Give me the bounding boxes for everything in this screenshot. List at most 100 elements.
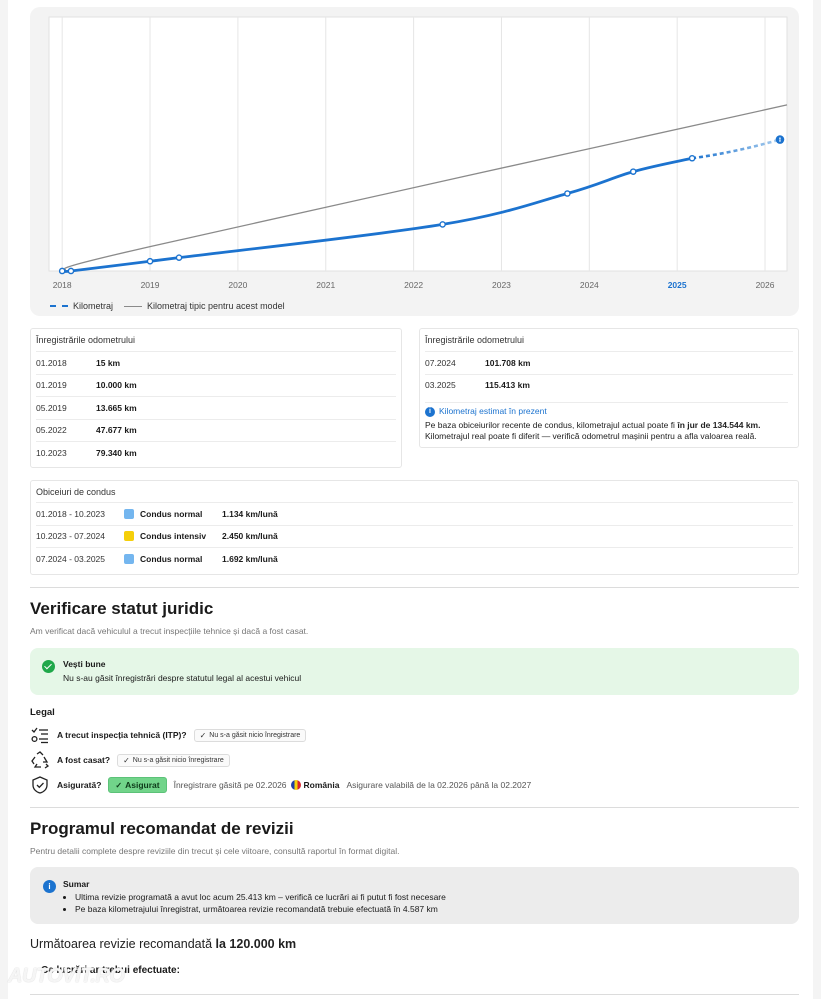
mileage-point	[146, 257, 154, 265]
legend-item-typical: Kilometraj tipic pentru acest model	[124, 301, 285, 311]
x-tick-label: 2018	[53, 280, 72, 290]
odometer-km: 79.340 km	[96, 447, 137, 458]
estimated-mileage-note: i Kilometraj estimat în prezent Pe baza …	[425, 402, 788, 442]
driving-habits-title: Obiceiuri de condus	[36, 487, 116, 497]
insured-question: Asigurată?	[57, 780, 102, 790]
odometer-row: 05.2019 13.665 km	[36, 396, 396, 419]
habit-rate: 2.450 km/lună	[222, 531, 278, 542]
estimated-mileage-link[interactable]: i Kilometraj estimat în prezent	[425, 406, 788, 417]
habit-period: 10.2023 - 07.2024	[36, 531, 106, 542]
insured-status-label: Asigurat	[125, 780, 160, 790]
mileage-chart: 2018 2019 2020 2021 2022 2023 2024 2025 2026	[48, 16, 788, 290]
odometer-date: 10.2023	[36, 447, 67, 458]
odometer-row: 03.2025 115.413 km	[425, 373, 793, 397]
odometer-km: 115.413 km	[485, 380, 530, 391]
habit-type: Condus normal	[140, 553, 203, 564]
mileage-point	[58, 267, 66, 275]
chart-legend: Kilometraj Kilometraj tipic pentru acest…	[50, 299, 296, 313]
habit-period: 07.2024 - 03.2025	[36, 553, 106, 564]
x-tick-label: 2020	[228, 280, 247, 290]
odometer-records-card-left: Înregistrările odometrului 01.2018 15 km …	[30, 328, 402, 468]
estimated-point-info-dot	[779, 137, 781, 139]
service-heading: Programul recomandat de revizii	[30, 819, 294, 838]
odometer-row: 05.2022 47.677 km	[36, 418, 396, 442]
scrapped-row: A fost casat? ✓ Nu s-a găsit nicio înregi…	[30, 750, 230, 770]
odometer-km: 101.708 km	[485, 357, 531, 368]
good-news-title: Vești bune	[63, 659, 106, 669]
watermark-logo: AUTOVIT.RO	[8, 965, 125, 987]
legal-status-subtitle: Am verificat dacă vehiculul a trecut ins…	[30, 626, 309, 636]
shield-check-icon	[30, 775, 50, 795]
habit-period: 01.2018 - 10.2023	[36, 508, 106, 519]
section-divider	[30, 587, 799, 588]
itp-status-chip: ✓ Nu s-a găsit nicio înregistrare	[193, 728, 307, 742]
mileage-point	[439, 221, 446, 228]
good-news-banner: Vești bune Nu s-au găsit înregistrări de…	[30, 648, 799, 695]
odometer-card-title: Înregistrările odometrului	[36, 335, 136, 345]
odometer-km: 15 km	[96, 357, 121, 368]
mileage-point	[564, 190, 571, 197]
odometer-date: 01.2018	[36, 357, 67, 368]
legal-label: Legal	[30, 707, 55, 718]
scrapped-status-label: Nu s-a găsit nicio înregistrare	[132, 756, 224, 764]
odometer-rows-right: 07.2024 101.708 km 03.2025 115.413 km	[425, 351, 793, 396]
summary-item: Pe baza kilometrajului înregistrat, urmă…	[75, 904, 446, 916]
legend-item-mileage: Kilometraj	[50, 301, 113, 311]
habit-type: Condus normal	[140, 508, 203, 519]
itp-question: A trecut inspecția tehnică (ITP)?	[57, 730, 187, 740]
odometer-row: 01.2019 10.000 km	[36, 373, 396, 397]
estimated-point-info-bar	[779, 139, 781, 142]
estimated-mileage-text: Pe baza obiceiurilor recente de condus, …	[425, 420, 788, 442]
x-tick-label: 2021	[316, 280, 335, 290]
section-divider	[30, 807, 799, 808]
summary-list: Ultima revizie programată a avut loc acu…	[75, 892, 446, 915]
service-summary-box: i Sumar Ultima revizie programată a avut…	[30, 867, 799, 924]
habit-rate: 1.692 km/lună	[222, 553, 278, 564]
odometer-date: 03.2025	[425, 380, 456, 391]
odometer-card-title: Înregistrările odometrului	[425, 335, 525, 345]
plot-area	[48, 16, 788, 272]
driving-habits-card: Obiceiuri de condus 01.2018 - 10.2023 Co…	[30, 480, 799, 575]
odometer-row: 07.2024 101.708 km	[425, 351, 793, 374]
recycle-icon	[30, 750, 50, 770]
itp-status-label: Nu s-a găsit nicio înregistrare	[209, 731, 301, 739]
works-title: Ce lucrări ar trebui efectuate:	[41, 965, 180, 976]
odometer-row: 10.2023 79.340 km	[36, 441, 396, 464]
insurance-found-date: Înregistrare găsită pe 02.2026	[173, 780, 287, 790]
x-tick-label: 2025	[668, 280, 687, 290]
estimated-mileage-line	[691, 138, 781, 160]
scrapped-question: A fost casat?	[57, 755, 111, 765]
summary-item: Ultima revizie programată a avut loc acu…	[75, 892, 446, 904]
odometer-date: 05.2022	[36, 425, 67, 436]
romania-flag-icon	[290, 780, 301, 790]
x-tick-label: 2019	[141, 280, 160, 290]
insured-row: Asigurată? ✓ Asigurat Înregistrare găsită…	[30, 775, 531, 795]
good-news-text: Nu s-au găsit înregistrări despre statut…	[63, 673, 302, 683]
check-circle-icon	[42, 660, 55, 673]
info-icon: i	[43, 880, 56, 893]
estimate-value: în jur de 134.544 km.	[677, 420, 761, 430]
habit-row: 10.2023 - 07.2024 Condus intensiv 2.450 …	[36, 524, 793, 548]
estimate-text-part2: Kilometrajul real poate fi diferit — ver…	[425, 431, 757, 441]
x-tick-label: 2022	[404, 280, 423, 290]
habit-color-marker	[124, 553, 134, 564]
info-icon: i	[425, 406, 435, 417]
odometer-rows-left: 01.2018 15 km 01.2019 10.000 km 05.2019 13.…	[36, 351, 396, 464]
odometer-row: 01.2018 15 km	[36, 351, 396, 374]
typical-mileage-line	[62, 104, 788, 272]
odometer-date: 01.2019	[36, 380, 67, 391]
mileage-point	[629, 168, 637, 175]
section-divider	[30, 994, 799, 995]
legend-label-mileage: Kilometraj	[73, 301, 114, 311]
x-tick-label: 2024	[580, 280, 599, 290]
legend-swatch-typical	[124, 302, 143, 310]
mileage-point	[688, 154, 696, 162]
insurance-country: România	[303, 780, 340, 790]
scrapped-status-chip: ✓ Nu s-a găsit nicio înregistrare	[117, 753, 230, 767]
odometer-records-card-right: Înregistrările odometrului 07.2024 101.70…	[419, 328, 799, 448]
mileage-point	[175, 254, 183, 261]
driving-habits-rows: 01.2018 - 10.2023 Condus normal 1.134 km…	[36, 502, 793, 570]
odometer-date: 07.2024	[425, 357, 456, 368]
odometer-km: 13.665 km	[96, 402, 137, 413]
habit-color-marker	[124, 508, 134, 519]
